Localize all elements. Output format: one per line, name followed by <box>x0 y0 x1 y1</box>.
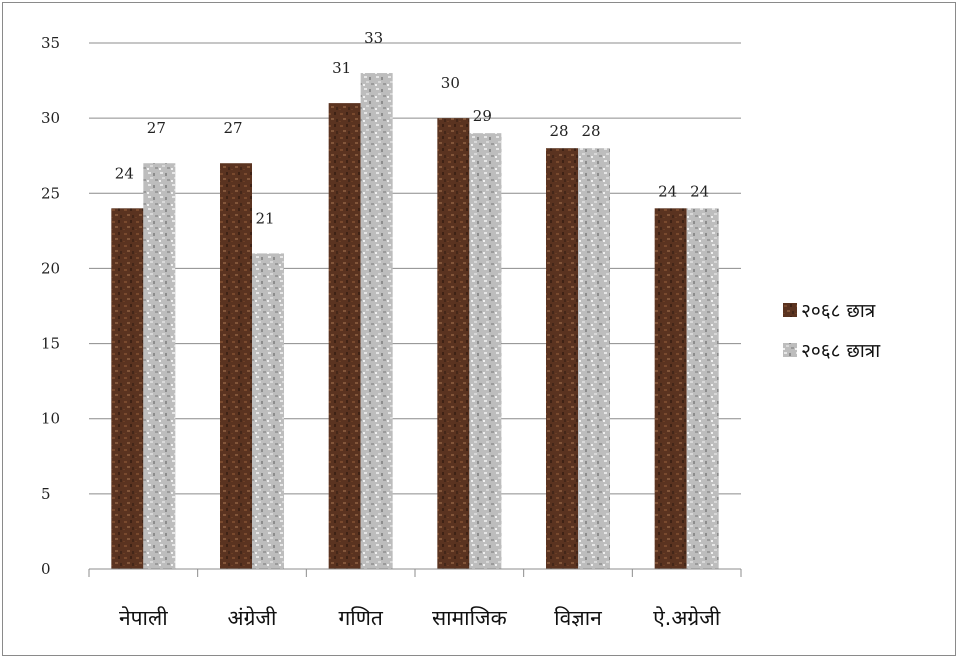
gridlines <box>89 42 741 570</box>
data-label: 21 <box>255 209 274 227</box>
x-category-label: विज्ञान <box>554 606 602 630</box>
x-category-label: गणित <box>338 606 383 630</box>
x-category-label: सामाजिक <box>432 606 508 630</box>
legend-swatch-boys <box>783 303 797 317</box>
data-label: 24 <box>115 164 134 182</box>
data-label: 28 <box>549 122 568 140</box>
x-axis: नेपाली अंग्रेजी गणित सामाजिक विज्ञान ऐ.अग्रेज… <box>88 568 742 630</box>
x-category-label: अंग्रेजी <box>228 606 277 630</box>
y-tick-label: 5 <box>41 485 51 503</box>
bar-boys <box>111 208 144 570</box>
data-labels: 24 27 31 30 28 24 27 21 33 29 28 24 <box>115 29 709 227</box>
data-label: 31 <box>332 59 351 77</box>
bar-girls <box>469 133 502 569</box>
y-tick-label: 20 <box>41 259 60 277</box>
bar-boys <box>328 103 361 569</box>
data-label: 29 <box>473 107 492 125</box>
legend: २०६८ छात्र २०६८ छात्रा <box>783 300 881 362</box>
bar-boys <box>437 118 470 570</box>
bar-girls <box>360 73 393 570</box>
data-label: 27 <box>223 119 242 137</box>
legend-label-girls: २०६८ छात्रा <box>801 340 881 362</box>
bar-boys <box>546 148 578 569</box>
x-category-label: ऐ.अग्रेजी <box>653 606 721 630</box>
bar-boys <box>654 208 687 570</box>
legend-swatch-girls <box>783 343 797 357</box>
bar-chart: 0 5 10 15 20 25 30 35 24 27 31 30 28 24 27 21 33 29 2824 … <box>41 29 881 630</box>
data-label: 33 <box>364 29 383 47</box>
legend-label-boys: २०६८ छात्र <box>801 300 876 322</box>
data-label: 28 <box>581 122 600 140</box>
y-tick-label: 10 <box>41 410 60 428</box>
x-category-label: नेपाली <box>119 606 168 630</box>
y-tick-label: 35 <box>41 34 60 52</box>
bar-girls <box>578 148 610 569</box>
bar-boys <box>220 163 252 569</box>
data-label: 24 <box>658 182 677 200</box>
y-tick-label: 30 <box>41 109 60 127</box>
y-axis: 0 5 10 15 20 25 30 35 <box>41 34 60 578</box>
bar-girls <box>252 253 284 569</box>
y-tick-label: 25 <box>41 184 60 202</box>
bars <box>111 73 719 570</box>
y-tick-label: 15 <box>41 335 60 353</box>
bar-girls <box>143 163 176 569</box>
bar-girls <box>686 208 719 570</box>
data-label: 27 <box>147 119 166 137</box>
data-label: 24 <box>690 182 709 200</box>
y-tick-label: 0 <box>41 560 51 578</box>
data-label: 30 <box>441 74 460 92</box>
